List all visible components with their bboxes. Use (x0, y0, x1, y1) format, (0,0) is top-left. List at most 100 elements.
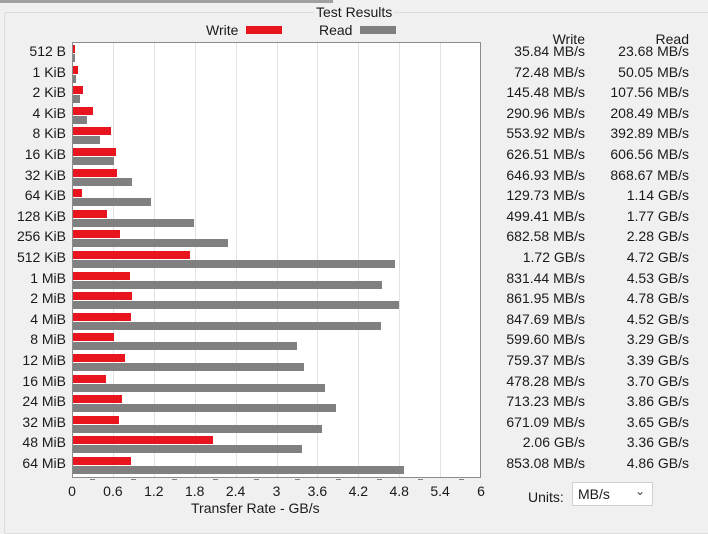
x-tick-label: 3.6 (307, 483, 328, 499)
y-axis-label: 128 KiB (16, 207, 66, 224)
read-value: 3.36 GB/s (626, 434, 689, 451)
legend-write-swatch (246, 26, 283, 34)
y-axis-label: 512 KiB (16, 249, 66, 265)
write-value: 847.69 MB/s (506, 310, 585, 327)
write-value: 478.28 MB/s (506, 372, 585, 389)
read-bar (73, 95, 81, 104)
x-tick-label: 1.2 (144, 483, 164, 499)
gridline (399, 43, 401, 477)
read-bar (73, 424, 322, 433)
y-axis-label: 1 KiB (32, 63, 66, 80)
write-bar (73, 395, 122, 404)
read-bar (73, 218, 194, 227)
x-minor-tick (294, 479, 300, 480)
write-value: 759.37 MB/s (506, 352, 585, 368)
read-value: 208.49 MB/s (610, 104, 689, 121)
read-column-header: Read (655, 31, 689, 47)
write-bar (73, 106, 93, 115)
write-bar (73, 65, 78, 74)
read-value: 868.67 MB/s (610, 166, 689, 183)
y-axis-label: 2 MiB (30, 290, 66, 307)
write-value: 599.60 MB/s (506, 331, 585, 348)
y-axis-label: 512 B (29, 43, 66, 59)
x-minor-tick (376, 479, 382, 480)
chevron-down-icon: ⌄ (634, 484, 645, 498)
read-value: 4.78 GB/s (626, 290, 689, 307)
x-tick-label: 6 (477, 483, 485, 499)
read-bar (73, 301, 399, 310)
y-axis-label: 64 KiB (24, 187, 66, 204)
x-minor-tick (254, 479, 260, 480)
write-bar (73, 457, 132, 465)
read-bar (73, 115, 88, 124)
legend-write-label: Write (206, 22, 239, 38)
y-axis-label: 8 KiB (32, 125, 66, 142)
write-bar (73, 312, 131, 321)
gridline (440, 43, 442, 477)
write-value: 499.41 MB/s (506, 207, 585, 224)
write-bar (73, 230, 120, 239)
read-value: 3.29 GB/s (626, 331, 689, 348)
x-tick-label: 0.6 (103, 483, 123, 499)
read-bar (73, 54, 75, 62)
x-axis-label: Transfer Rate - GB/s (191, 500, 320, 516)
x-minor-tick (213, 479, 219, 480)
write-bar (73, 251, 191, 259)
read-bar (73, 177, 133, 186)
chart-plot-area (72, 42, 481, 478)
write-bar (73, 333, 114, 342)
y-axis-label: 32 MiB (22, 413, 66, 430)
units-select[interactable]: MB/s ⌄ (572, 482, 653, 506)
write-bar (73, 271, 130, 280)
legend-read-swatch (360, 26, 397, 34)
write-value: 145.48 MB/s (506, 84, 585, 101)
read-bar (73, 260, 395, 268)
read-value: 1.14 GB/s (626, 187, 689, 204)
read-value: 392.89 MB/s (610, 125, 689, 142)
y-axis-label: 1 MiB (30, 269, 66, 286)
read-bar (73, 363, 305, 371)
x-tick-label: 4.2 (348, 483, 369, 499)
write-bar (73, 292, 132, 301)
x-minor-tick (131, 479, 137, 480)
read-value: 4.72 GB/s (626, 249, 689, 265)
read-value: 4.52 GB/s (626, 310, 689, 327)
legend-read: Read (319, 22, 397, 38)
write-column-header: Write (552, 31, 585, 47)
read-value: 4.86 GB/s (626, 455, 689, 471)
y-axis-label: 4 MiB (30, 310, 66, 327)
write-bar (73, 168, 118, 177)
read-value: 1.77 GB/s (626, 207, 689, 224)
x-minor-tick (90, 479, 96, 480)
read-value: 2.28 GB/s (626, 228, 689, 245)
write-value: 626.51 MB/s (506, 146, 585, 162)
units-select-value: MB/s (578, 486, 610, 502)
read-value: 3.39 GB/s (626, 352, 689, 368)
write-value: 129.73 MB/s (506, 187, 585, 204)
units-label: Units: (528, 489, 564, 505)
read-bar (73, 466, 405, 474)
read-bar (73, 280, 382, 289)
write-bar (73, 436, 214, 445)
write-value: 682.58 MB/s (506, 228, 585, 245)
y-axis-label: 32 KiB (24, 166, 66, 183)
x-tick-label: 0 (68, 483, 76, 499)
x-tick-label: 2.4 (225, 483, 246, 499)
y-axis-label: 48 MiB (22, 434, 66, 451)
read-bar (73, 383, 326, 392)
y-axis-label: 16 MiB (22, 372, 66, 389)
write-value: 290.96 MB/s (506, 104, 585, 121)
top-divider (0, 0, 333, 3)
y-axis-label: 12 MiB (22, 352, 66, 368)
write-bar (73, 148, 116, 156)
write-bar (73, 127, 111, 136)
read-value: 3.86 GB/s (626, 393, 689, 410)
write-bar (73, 86, 83, 95)
y-axis-label: 256 KiB (16, 228, 66, 245)
write-bar (73, 415, 119, 424)
read-bar (73, 445, 303, 454)
read-value: 4.53 GB/s (626, 269, 689, 286)
write-value: 713.23 MB/s (506, 393, 585, 410)
x-tick-label: 4.8 (389, 483, 409, 499)
read-value: 3.70 GB/s (626, 372, 689, 389)
